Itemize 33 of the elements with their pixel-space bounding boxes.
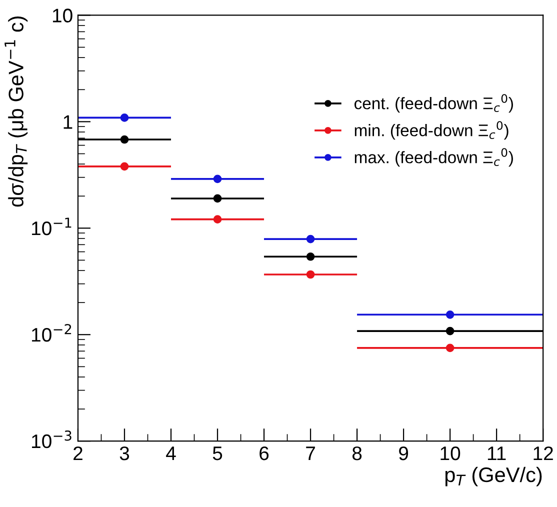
x-tick-label: 3: [120, 446, 130, 460]
point: [446, 310, 454, 319]
point: [306, 234, 315, 244]
x-tick-label: 6: [260, 446, 269, 460]
legend-label: min. (feed-down Ξ$_{c}$$^{0}$): [354, 121, 508, 140]
x-tick-label: 2: [74, 446, 82, 460]
x-axis-title: p$_{T}$ (GeV/c): [445, 466, 542, 486]
y-tick-label: 10$^{−2}$: [32, 324, 72, 342]
legend-label: max. (feed-down Ξ$_{c}$$^{0}$): [354, 148, 513, 167]
point: [446, 344, 454, 352]
x-tick-label: 10: [440, 446, 460, 460]
x-tick-label: 8: [352, 446, 362, 460]
x-tick-label: 9: [399, 446, 408, 460]
y-tick-label: 10: [52, 8, 72, 22]
x-tick-label: 11: [488, 446, 506, 460]
point: [120, 114, 129, 122]
legend-label: cent. (feed-down Ξ$_{c}$$^{0}$): [354, 94, 513, 113]
point: [213, 194, 222, 203]
y-tick-label: 10$^{−3}$: [32, 430, 72, 448]
point: [446, 326, 454, 336]
point: [306, 252, 315, 261]
y-tick-label: 10$^{−1}$: [32, 218, 72, 236]
point: [120, 135, 129, 144]
x-tick-label: 4: [166, 446, 176, 460]
x-tick-label: 5: [212, 446, 222, 460]
x-tick-label: 12: [534, 446, 553, 460]
y-tick-label: 1: [64, 115, 72, 129]
point: [120, 162, 129, 171]
point: [213, 174, 222, 184]
x-tick-label: 7: [306, 446, 315, 460]
point: [306, 270, 315, 279]
y-axis-title: dσ/dp$_{T}$ (μb GeV$^{−1}$ c): [4, 16, 28, 207]
point: [213, 215, 222, 224]
